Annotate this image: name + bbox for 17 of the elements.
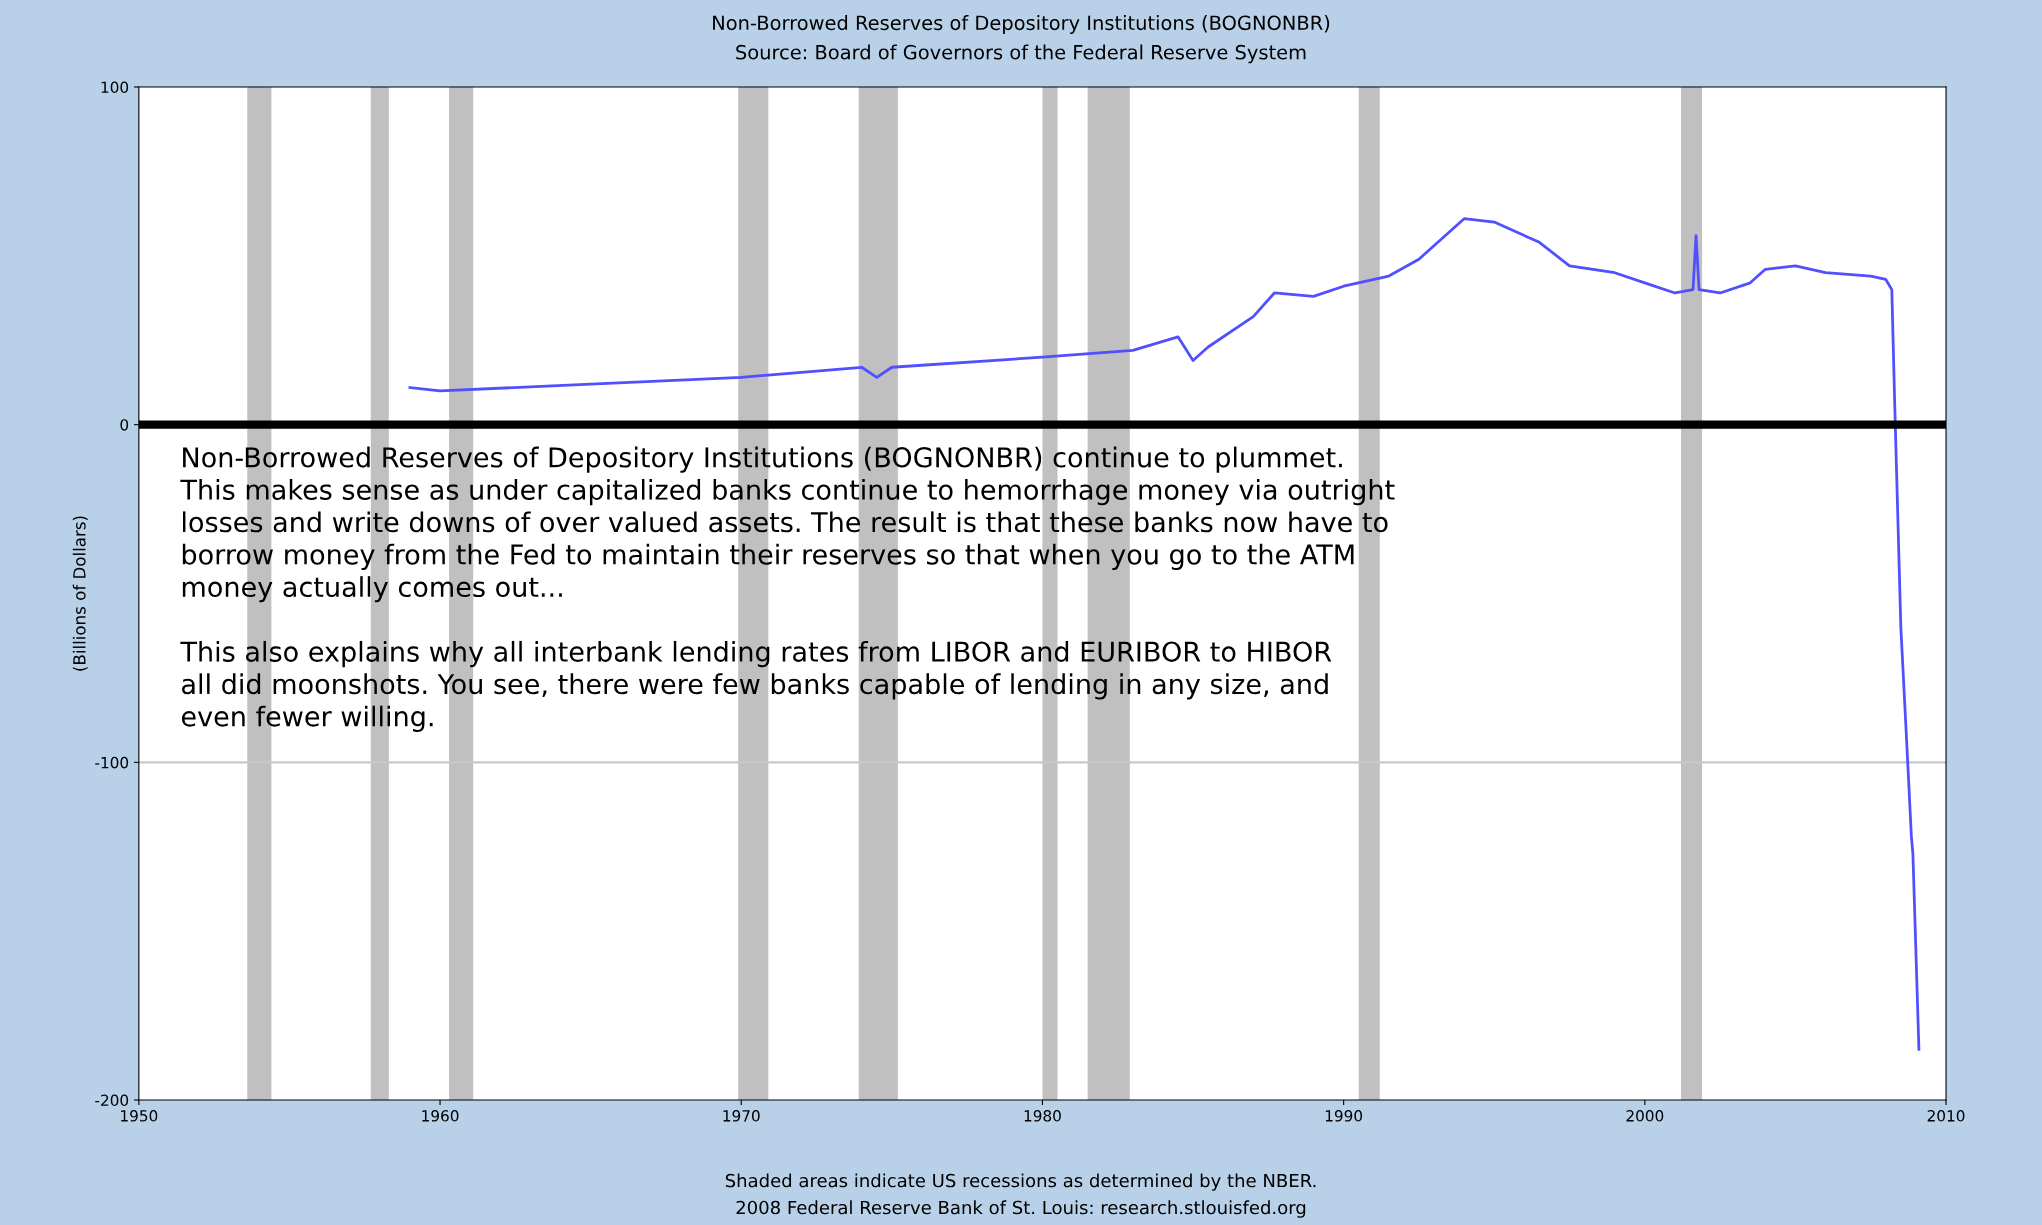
x-tick-label: 1980 <box>1024 1110 1061 1122</box>
y-tick-label: 100 <box>101 81 129 93</box>
chart-subtitle: Source: Board of Governors of the Federal Reserve System <box>736 44 1306 64</box>
x-tick-label: 2010 <box>1927 1110 1965 1122</box>
y-tick-label: 0 <box>120 419 129 431</box>
x-tick-label: 1990 <box>1325 1110 1363 1122</box>
x-tick-label: 1960 <box>422 1110 459 1122</box>
y-tick-label: -200 <box>95 1094 129 1107</box>
chart-title: Non-Borrowed Reserves of Depository Institutions (BOGNONBR) <box>713 15 1330 34</box>
x-tick-label: 1950 <box>121 1110 158 1122</box>
x-tick-label: 2000 <box>1626 1110 1664 1122</box>
x-tick-label: 1970 <box>723 1110 760 1122</box>
text: Non-Borrowed Reserves of Depository Institutions (BOGNONBR) continue to plummet. This makes sense as under capitalized banks continue to hemorrhage money via outright losses and write downs of over valued assets. The result is that these banks now have to borrow money from the Fed to maintain their reserves so that when you go to the ATM money actually comes out... This also explains why all interbank lending rates from LIBOR and EURIBOR to HIBOR all did moonshots. You see, there were few banks capable of lending in any size, and even fewer willing. <box>180 446 1395 732</box>
y-axis-title: (Billions of Dollars) <box>72 516 88 671</box>
text: Shaded areas indicate US recessions as determined by the NBER. <box>725 1173 1316 1191</box>
text: 2008 Federal Reserve Bank of St. Louis: research.stlouisfed.org <box>736 1200 1306 1218</box>
y-tick-label: -100 <box>95 756 129 769</box>
